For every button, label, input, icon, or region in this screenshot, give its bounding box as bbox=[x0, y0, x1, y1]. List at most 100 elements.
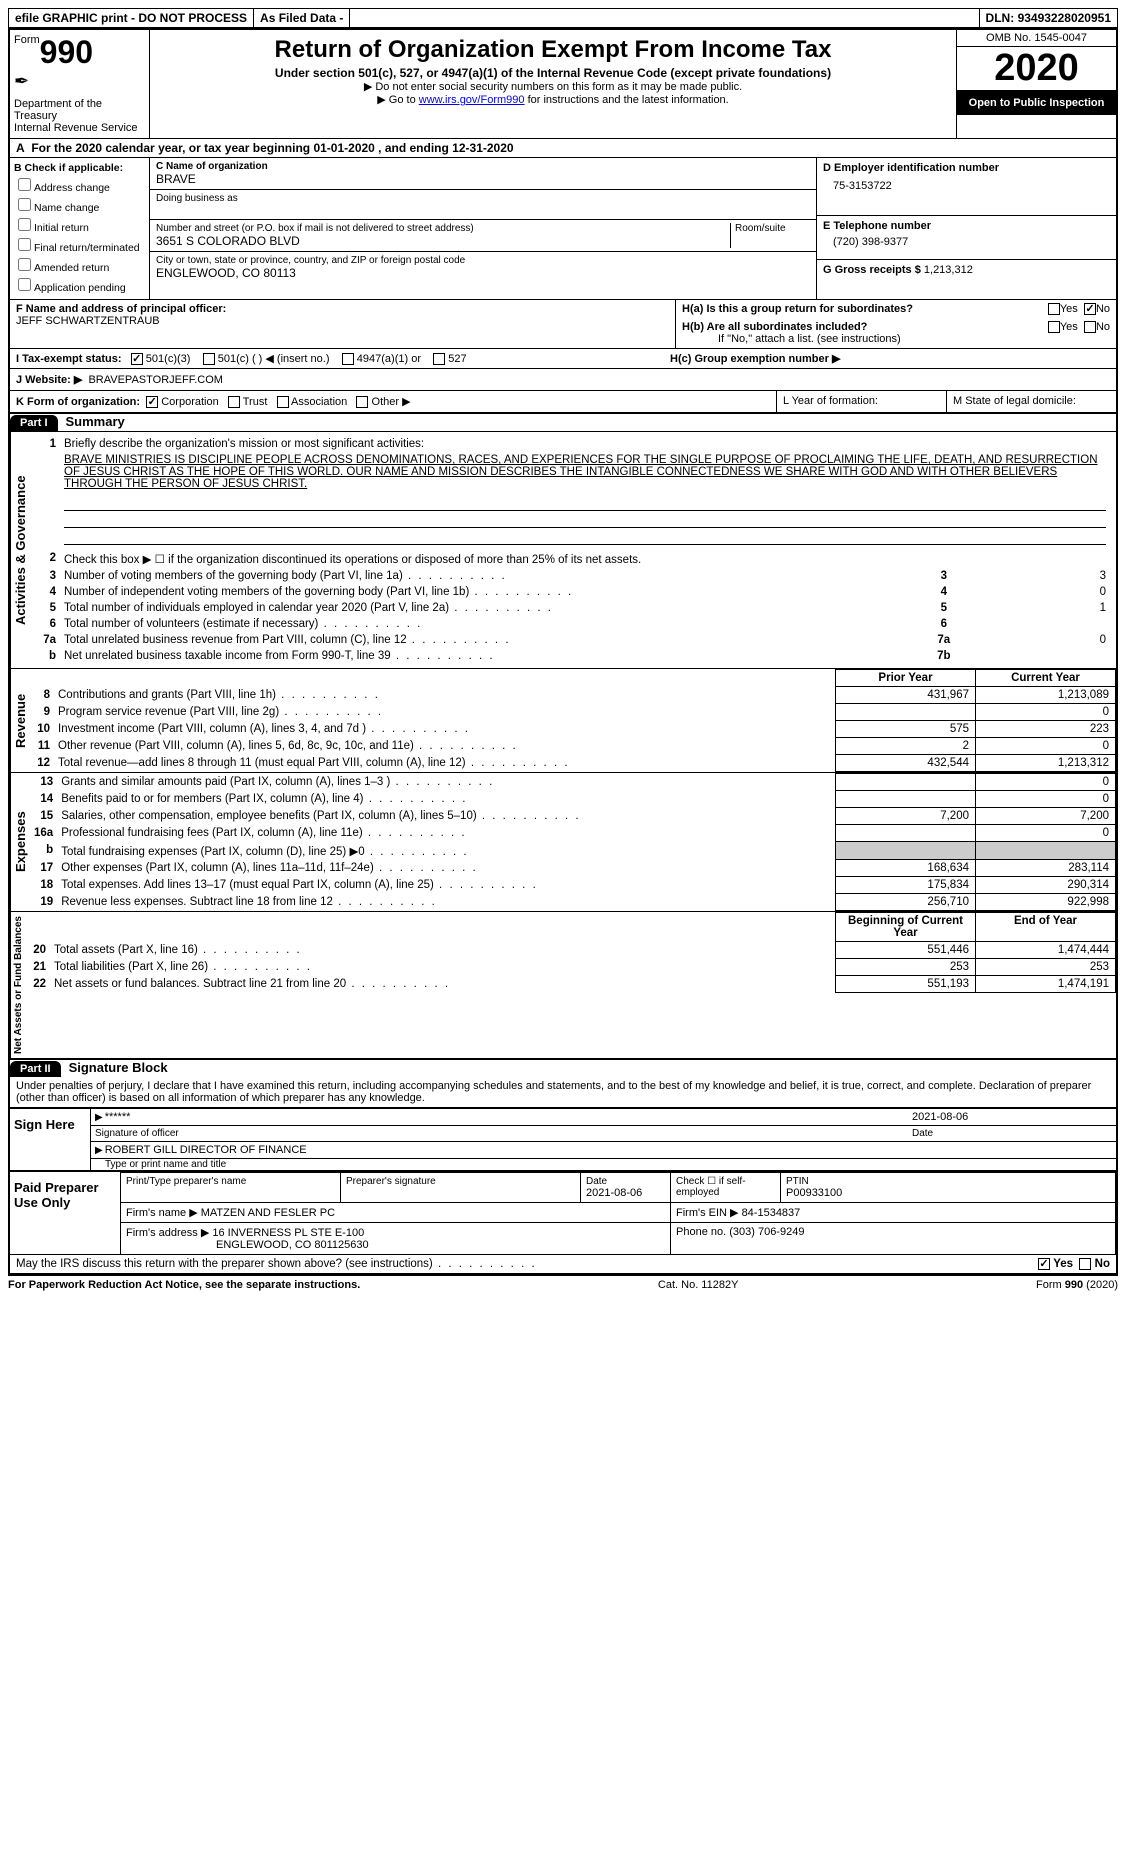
cb-address-change[interactable]: Address change bbox=[14, 175, 145, 194]
summary-row: 7aTotal unrelated business revenue from … bbox=[36, 632, 1110, 648]
fin-row: 14Benefits paid to or for members (Part … bbox=[30, 791, 1116, 808]
mission-text: BRAVE MINISTRIES IS DISCIPLINE PEOPLE AC… bbox=[60, 452, 1110, 492]
fin-row: 19Revenue less expenses. Subtract line 1… bbox=[30, 894, 1116, 911]
ein-value: 75-3153722 bbox=[823, 180, 1110, 192]
firm-ein: 84-1534837 bbox=[742, 1207, 801, 1219]
signature-redacted: ****** bbox=[105, 1111, 131, 1123]
expenses-table: 13Grants and similar amounts paid (Part … bbox=[30, 773, 1116, 911]
phone-value: (720) 398-9377 bbox=[823, 236, 1110, 248]
form-number: 990 bbox=[40, 34, 93, 70]
sign-date: 2021-08-06 bbox=[912, 1111, 1112, 1123]
fin-row: 18Total expenses. Add lines 13–17 (must … bbox=[30, 877, 1116, 894]
fin-row: 22Net assets or fund balances. Subtract … bbox=[26, 976, 1116, 993]
fin-row: bTotal fundraising expenses (Part IX, co… bbox=[30, 842, 1116, 860]
netassets-table: Beginning of Current YearEnd of Year 20T… bbox=[26, 912, 1116, 993]
signature-line: ****** 2021-08-06 bbox=[91, 1109, 1116, 1126]
row-j: J Website: ▶ BRAVEPASTORJEFF.COM bbox=[10, 368, 1116, 390]
expenses-section: Expenses 13Grants and similar amounts pa… bbox=[10, 772, 1116, 911]
cat-no: Cat. No. 11282Y bbox=[658, 1279, 739, 1291]
principal-officer: F Name and address of principal officer:… bbox=[10, 300, 676, 348]
org-name-cell: C Name of organization BRAVE bbox=[150, 158, 816, 190]
summary-row: 4Number of independent voting members of… bbox=[36, 584, 1110, 600]
fin-row: 8Contributions and grants (Part VIII, li… bbox=[30, 687, 1116, 704]
cb-assoc[interactable] bbox=[277, 396, 289, 408]
form-header: Form990 ✒ Department of the Treasury Int… bbox=[10, 30, 1116, 138]
summary-row: bNet unrelated business taxable income f… bbox=[36, 648, 1110, 664]
cb-amended-return[interactable]: Amended return bbox=[14, 255, 145, 274]
fin-row: 20Total assets (Part X, line 16)551,4461… bbox=[26, 942, 1116, 959]
officer-name: JEFF SCHWARTZENTRAUB bbox=[16, 315, 160, 327]
street-address: 3651 S COLORADO BLVD bbox=[156, 234, 730, 248]
gross-receipts-value: 1,213,312 bbox=[924, 264, 973, 276]
row-i-jk: I Tax-exempt status: 501(c)(3) 501(c) ( … bbox=[10, 348, 1116, 368]
cb-other[interactable] bbox=[356, 396, 368, 408]
activities-governance-section: Activities & Governance 1Briefly describ… bbox=[10, 431, 1116, 668]
h-a: H(a) Is this a group return for subordin… bbox=[676, 300, 1116, 318]
h-section: H(a) Is this a group return for subordin… bbox=[676, 300, 1116, 348]
cb-name-change[interactable]: Name change bbox=[14, 195, 145, 214]
preparer-firm-row: Firm's name ▶ MATZEN AND FESLER PC Firm'… bbox=[121, 1203, 1116, 1223]
vlabel-expenses: Expenses bbox=[10, 773, 30, 911]
ssn-notice: ▶ Do not enter social security numbers o… bbox=[158, 80, 948, 93]
sign-here-block: Sign Here ****** 2021-08-06 Signature of… bbox=[10, 1107, 1116, 1170]
col-d-to-g: D Employer identification number 75-3153… bbox=[816, 158, 1116, 299]
form-footer: Form 990 (2020) bbox=[1036, 1279, 1118, 1291]
governance-rows: 3Number of voting members of the governi… bbox=[36, 568, 1110, 664]
cb-527[interactable] bbox=[433, 353, 445, 365]
h-c: H(c) Group exemption number ▶ bbox=[670, 352, 1110, 365]
preparer-addr-row: Firm's address ▶ 16 INVERNESS PL STE E-1… bbox=[121, 1223, 1116, 1255]
row-a-tax-year: A For the 2020 calendar year, or tax yea… bbox=[10, 138, 1116, 157]
sign-here-label: Sign Here bbox=[10, 1109, 90, 1170]
cb-initial-return[interactable]: Initial return bbox=[14, 215, 145, 234]
instructions-link[interactable]: www.irs.gov/Form990 bbox=[419, 94, 525, 106]
h-b: H(b) Are all subordinates included? Yes … bbox=[676, 318, 1116, 348]
fin-row: 15Salaries, other compensation, employee… bbox=[30, 808, 1116, 825]
cb-501c3[interactable] bbox=[131, 353, 143, 365]
cb-corp[interactable] bbox=[146, 396, 158, 408]
header-right: OMB No. 1545-0047 2020 Open to Public In… bbox=[956, 30, 1116, 138]
part-ii-header: Part IISignature Block bbox=[10, 1058, 1116, 1077]
col-c-org-info: C Name of organization BRAVE Doing busin… bbox=[150, 158, 816, 299]
phone-cell: E Telephone number (720) 398-9377 bbox=[817, 216, 1116, 260]
efile-notice: efile GRAPHIC print - DO NOT PROCESS bbox=[9, 9, 254, 27]
cb-final-return[interactable]: Final return/terminated bbox=[14, 235, 145, 254]
perjury-declaration: Under penalties of perjury, I declare th… bbox=[10, 1077, 1116, 1107]
address-cell: Number and street (or P.O. box if mail i… bbox=[150, 220, 816, 252]
paid-preparer-label: Paid Preparer Use Only bbox=[10, 1172, 120, 1254]
website-value: BRAVEPASTORJEFF.COM bbox=[88, 374, 222, 386]
dept-treasury: Department of the Treasury Internal Reve… bbox=[14, 98, 145, 134]
firm-name: MATZEN AND FESLER PC bbox=[201, 1207, 335, 1219]
cb-4947[interactable] bbox=[342, 353, 354, 365]
spacer bbox=[350, 9, 979, 27]
header-center: Return of Organization Exempt From Incom… bbox=[150, 30, 956, 138]
dba-cell: Doing business as bbox=[150, 190, 816, 220]
fin-row: 12Total revenue—add lines 8 through 11 (… bbox=[30, 755, 1116, 772]
section-b-to-g: B Check if applicable: Address change Na… bbox=[10, 157, 1116, 299]
summary-row: 3Number of voting members of the governi… bbox=[36, 568, 1110, 584]
revenue-table: Prior YearCurrent Year 8Contributions an… bbox=[30, 669, 1116, 772]
col-b-checkboxes: B Check if applicable: Address change Na… bbox=[10, 158, 150, 299]
form-of-org: K Form of organization: Corporation Trus… bbox=[10, 391, 776, 412]
tax-year: 2020 bbox=[957, 47, 1116, 91]
top-bar: efile GRAPHIC print - DO NOT PROCESS As … bbox=[8, 8, 1118, 28]
cb-application-pending[interactable]: Application pending bbox=[14, 275, 145, 294]
org-name: BRAVE bbox=[156, 172, 810, 186]
instructions-link-line: ▶ Go to www.irs.gov/Form990 for instruct… bbox=[158, 93, 948, 106]
form-subtitle: Under section 501(c), 527, or 4947(a)(1)… bbox=[158, 66, 948, 80]
cb-501c[interactable] bbox=[203, 353, 215, 365]
state-domicile: M State of legal domicile: bbox=[946, 391, 1116, 412]
omb-number: OMB No. 1545-0047 bbox=[957, 30, 1116, 47]
as-filed: As Filed Data - bbox=[254, 9, 350, 27]
dln: DLN: 93493228020951 bbox=[980, 9, 1117, 27]
row-k-l-m: K Form of organization: Corporation Trus… bbox=[10, 390, 1116, 412]
vlabel-revenue: Revenue bbox=[10, 669, 30, 772]
fin-row: 13Grants and similar amounts paid (Part … bbox=[30, 774, 1116, 791]
cb-trust[interactable] bbox=[228, 396, 240, 408]
form-container: Form990 ✒ Department of the Treasury Int… bbox=[8, 28, 1118, 1275]
fin-row: 11Other revenue (Part VIII, column (A), … bbox=[30, 738, 1116, 755]
city-state-zip: ENGLEWOOD, CO 80113 bbox=[156, 266, 810, 280]
irs-eagle-icon: ✒ bbox=[14, 71, 145, 92]
fin-row: 10Investment income (Part VIII, column (… bbox=[30, 721, 1116, 738]
officer-name-line: ROBERT GILL DIRECTOR OF FINANCE bbox=[91, 1142, 1116, 1158]
discuss-row: May the IRS discuss this return with the… bbox=[10, 1254, 1116, 1273]
